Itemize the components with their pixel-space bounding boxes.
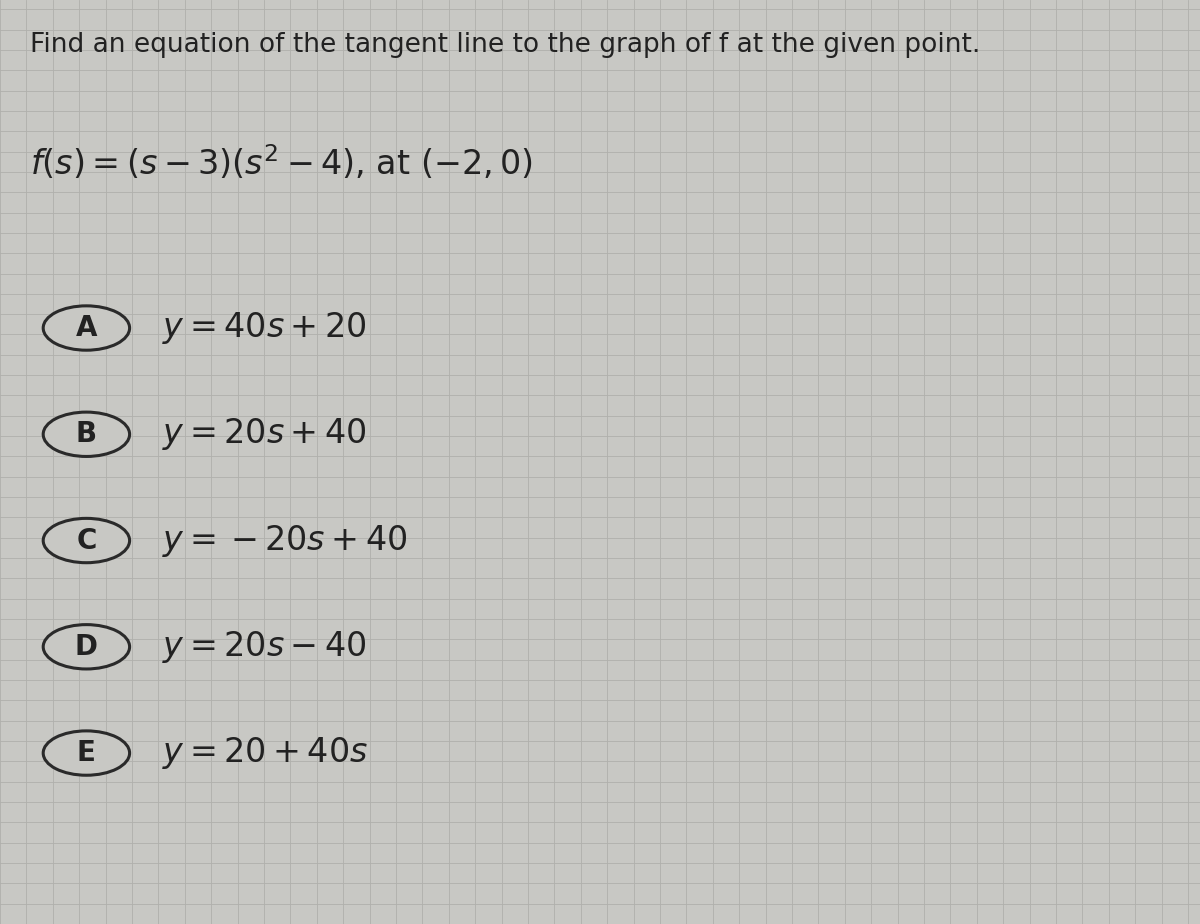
Text: $f(s) = (s-3)(s^2-4)$, at $(-2, 0)$: $f(s) = (s-3)(s^2-4)$, at $(-2, 0)$	[30, 143, 533, 182]
Ellipse shape	[43, 306, 130, 350]
Text: Find an equation of the tangent line to the graph of f at the given point.: Find an equation of the tangent line to …	[30, 32, 980, 58]
Text: $y = 40s + 20$: $y = 40s + 20$	[162, 310, 367, 346]
Text: $y = -20s + 40$: $y = -20s + 40$	[162, 523, 408, 558]
Ellipse shape	[43, 518, 130, 563]
Text: $y = 20s - 40$: $y = 20s - 40$	[162, 629, 367, 664]
Text: E: E	[77, 739, 96, 767]
Ellipse shape	[43, 412, 130, 456]
Text: $y = 20s + 40$: $y = 20s + 40$	[162, 417, 367, 452]
Text: B: B	[76, 420, 97, 448]
Ellipse shape	[43, 731, 130, 775]
Text: $y = 20 + 40s$: $y = 20 + 40s$	[162, 736, 368, 771]
Text: A: A	[76, 314, 97, 342]
Ellipse shape	[43, 625, 130, 669]
Text: D: D	[74, 633, 98, 661]
Text: C: C	[77, 527, 96, 554]
